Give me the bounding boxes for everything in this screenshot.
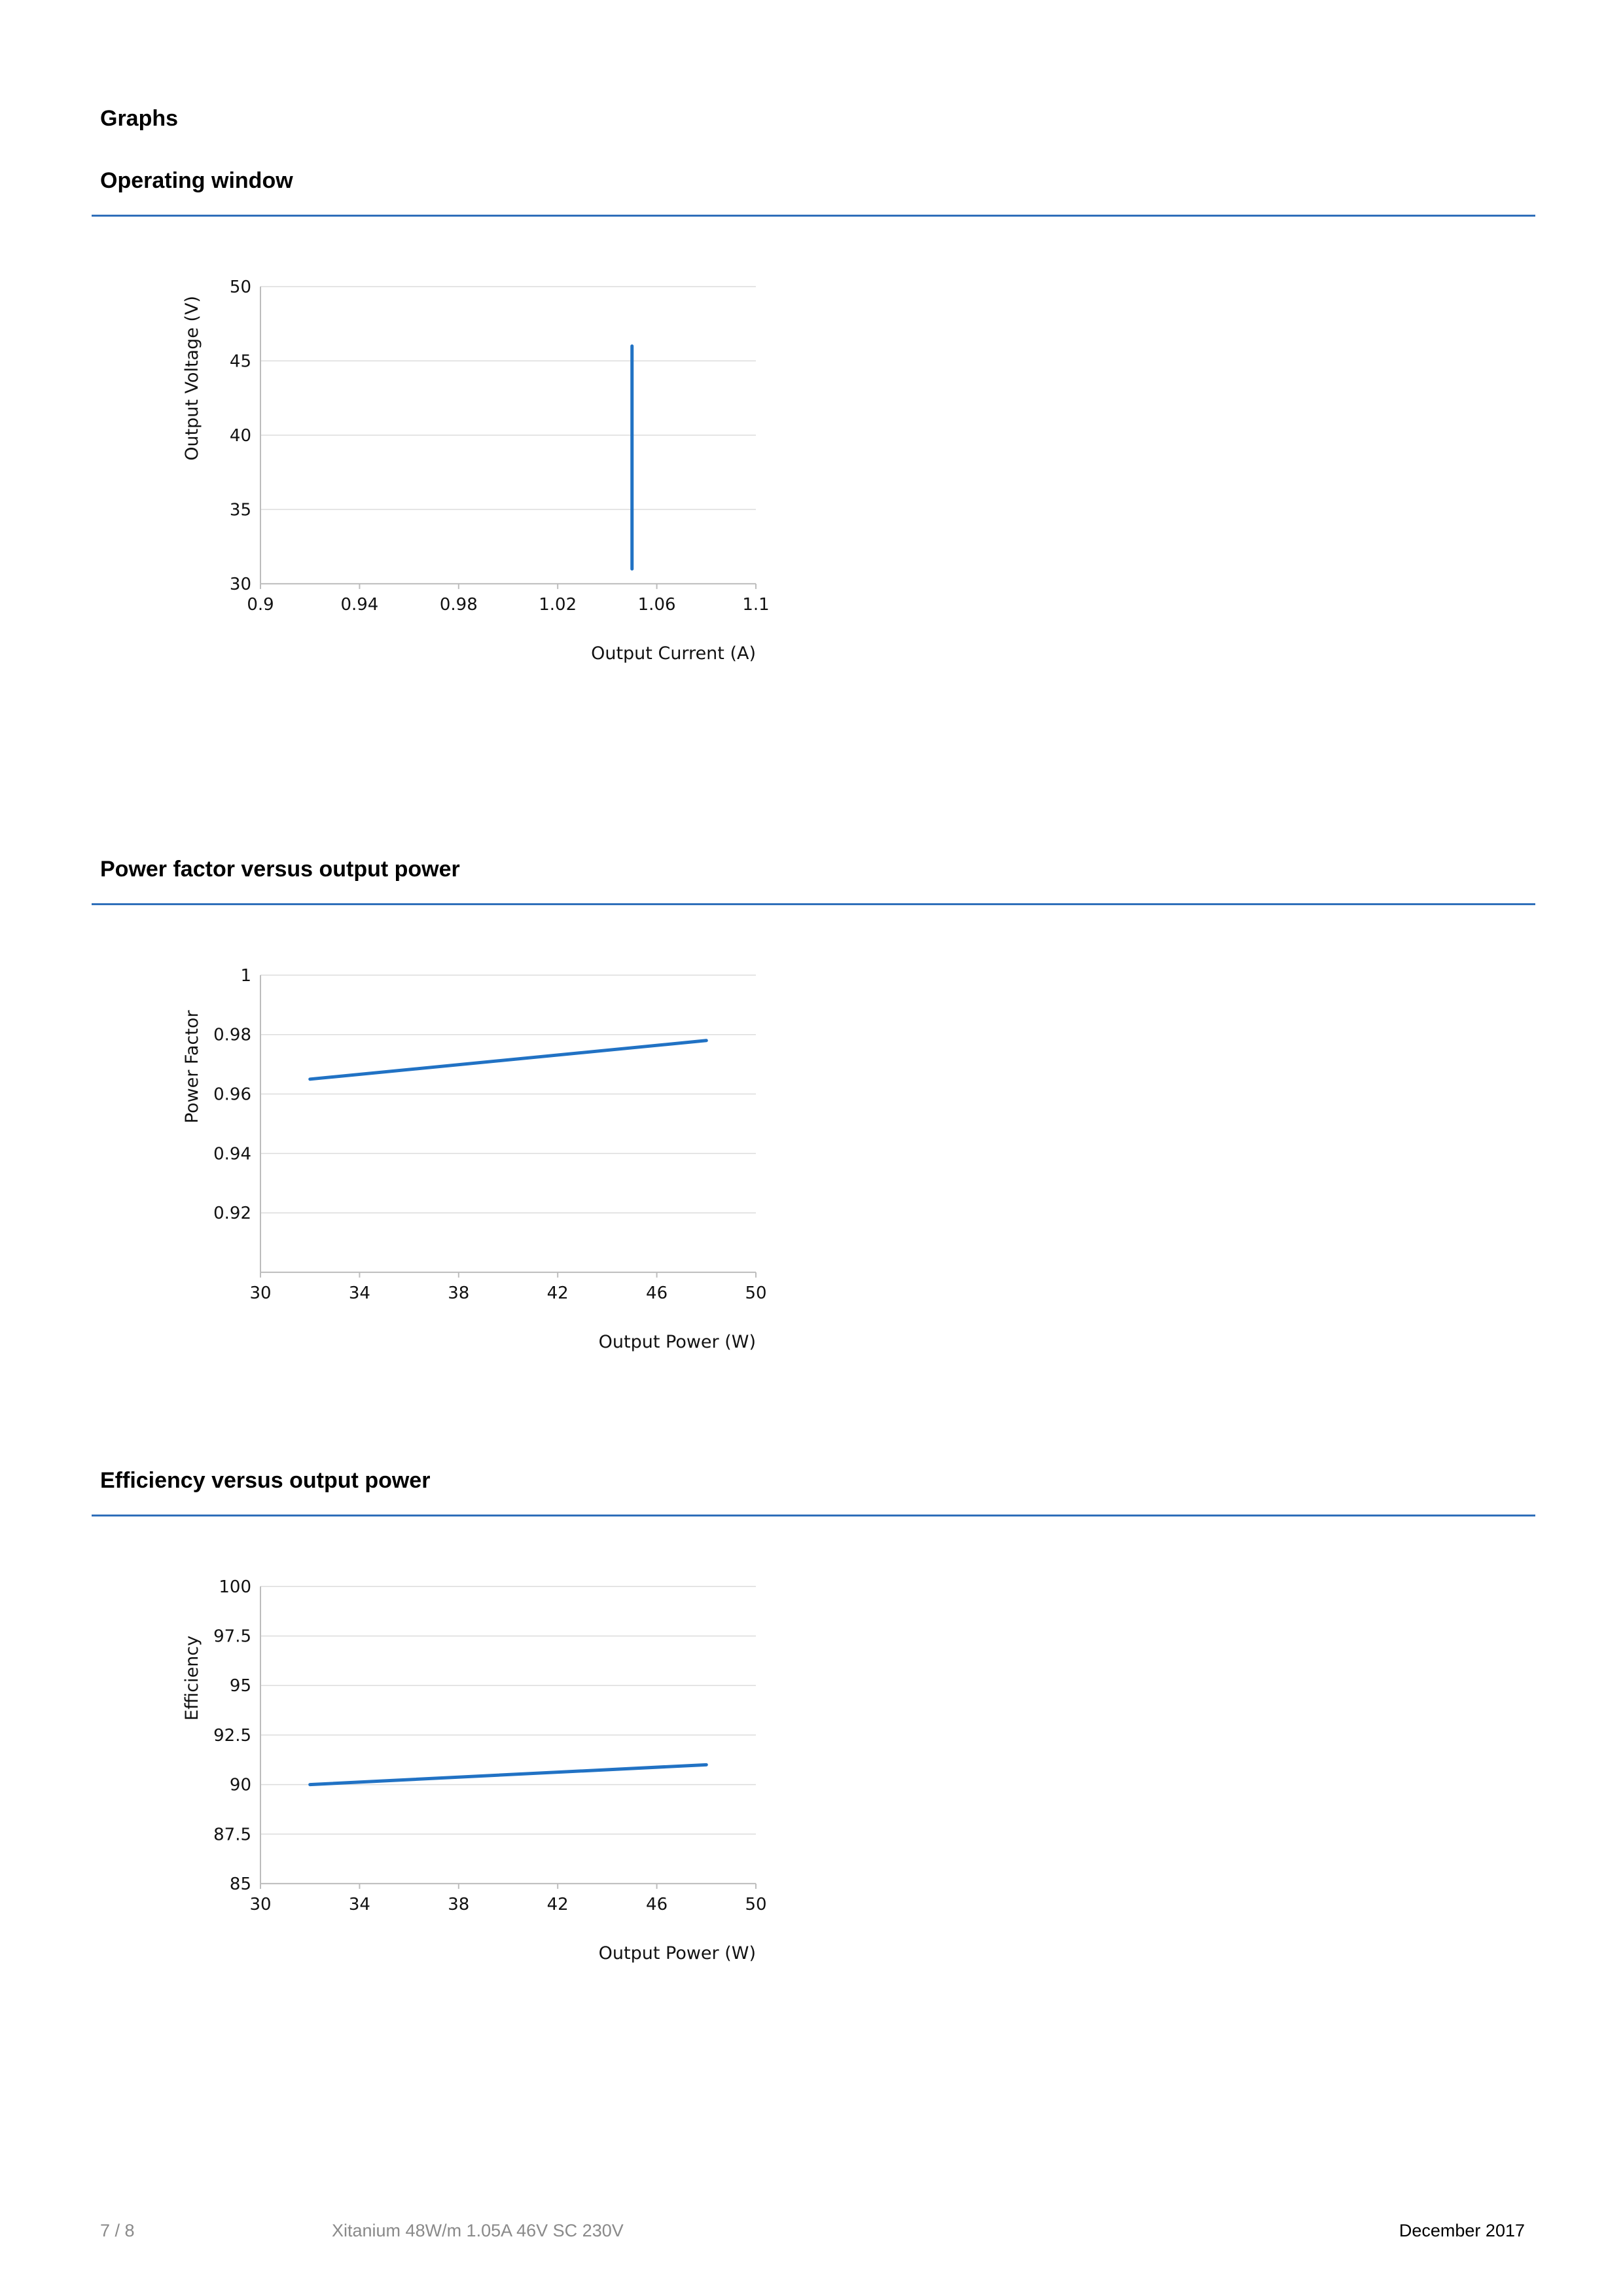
- x-tick-label: 1.1: [742, 595, 769, 615]
- y-tick-label: 95: [230, 1676, 251, 1696]
- y-tick-label: 87.5: [213, 1825, 251, 1844]
- y-tick-label: 1: [240, 966, 251, 986]
- y-axis-label: Output Voltage (V): [182, 296, 202, 461]
- x-tick-label: 38: [448, 1895, 469, 1914]
- footer-product-name: Xitanium 48W/m 1.05A 46V SC 230V: [332, 2221, 624, 2240]
- x-tick-label: 1.06: [638, 595, 676, 615]
- x-tick-label: 46: [646, 1283, 668, 1303]
- x-tick-label: 30: [249, 1283, 271, 1303]
- x-tick-label: 1.02: [539, 595, 577, 615]
- section-divider: [92, 903, 1535, 905]
- x-tick-label: 0.98: [440, 595, 478, 615]
- x-tick-label: 34: [349, 1895, 370, 1914]
- section-title-operating-window: Operating window: [100, 168, 293, 193]
- x-axis-label: Output Power (W): [599, 1943, 756, 1964]
- y-tick-label: 0.92: [213, 1204, 251, 1223]
- operating-window-chart: 30 35 40 45 50 0.9 0.94 0.98 1.02 1.06 1.1 Output C…: [182, 278, 770, 664]
- y-tick-label: 35: [230, 500, 251, 520]
- section-title-power-factor: Power factor versus output power: [100, 857, 460, 882]
- x-tick-label: 50: [745, 1895, 766, 1914]
- y-tick-label: 0.94: [213, 1144, 251, 1164]
- x-tick-label: 34: [349, 1283, 370, 1303]
- x-axis-label: Output Current (A): [591, 643, 756, 664]
- x-tick-label: 38: [448, 1283, 469, 1303]
- power-factor-chart: 0.92 0.94 0.96 0.98 1 30 34 38 42 46 50 Output Powe…: [182, 966, 767, 1352]
- y-tick-label: 85: [230, 1874, 251, 1894]
- x-tick-label: 50: [745, 1283, 766, 1303]
- y-tick-label: 90: [230, 1776, 251, 1795]
- y-tick-label: 50: [230, 278, 251, 297]
- x-axis-label: Output Power (W): [599, 1332, 756, 1352]
- y-tick-label: 0.96: [213, 1085, 251, 1105]
- y-axis-label: Efficiency: [182, 1636, 202, 1721]
- x-tick-label: 42: [547, 1283, 569, 1303]
- y-tick-label: 45: [230, 351, 251, 371]
- y-tick-label: 97.5: [213, 1627, 251, 1647]
- footer-page-number: 7 / 8: [100, 2221, 135, 2240]
- efficiency-chart: 85 87.5 90 92.5 95 97.5 100 30 34 38 42 46 50 Output …: [182, 1577, 767, 1964]
- section-divider: [92, 215, 1535, 217]
- x-tick-label: 0.9: [247, 595, 274, 615]
- y-tick-label: 30: [230, 575, 251, 594]
- y-tick-label: 100: [219, 1577, 251, 1597]
- y-axis-label: Power Factor: [182, 1010, 202, 1124]
- x-tick-label: 42: [547, 1895, 569, 1914]
- y-tick-label: 0.98: [213, 1026, 251, 1045]
- page-heading: Graphs: [100, 106, 179, 131]
- series-line: [308, 1763, 708, 1787]
- section-title-efficiency: Efficiency versus output power: [100, 1468, 431, 1493]
- y-tick-label: 40: [230, 426, 251, 446]
- x-tick-label: 30: [249, 1895, 271, 1914]
- y-tick-label: 92.5: [213, 1726, 251, 1746]
- footer-date: December 2017: [1399, 2221, 1525, 2240]
- section-divider: [92, 1515, 1535, 1516]
- series-line: [308, 1039, 708, 1081]
- x-tick-label: 0.94: [340, 595, 378, 615]
- x-tick-label: 46: [646, 1895, 668, 1914]
